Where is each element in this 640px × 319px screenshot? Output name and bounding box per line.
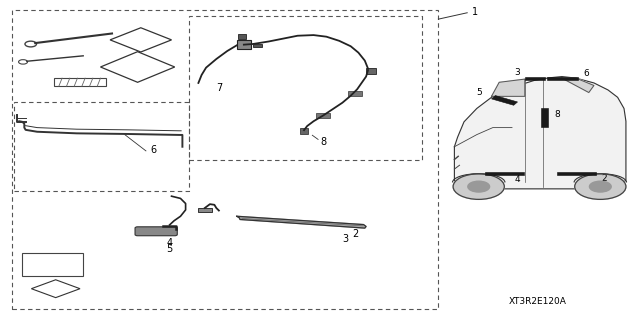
Text: XT3R2E120A: XT3R2E120A: [509, 297, 566, 306]
Text: 1: 1: [472, 7, 478, 17]
Bar: [198, 208, 212, 212]
Bar: [557, 172, 596, 175]
Text: 3: 3: [342, 234, 349, 244]
Bar: [541, 108, 548, 127]
Bar: [300, 128, 308, 134]
Text: 6: 6: [150, 145, 157, 155]
Bar: [316, 113, 330, 118]
Polygon shape: [562, 78, 594, 93]
Bar: [14, 102, 189, 191]
Polygon shape: [492, 79, 525, 96]
Text: 8: 8: [554, 110, 559, 119]
Bar: [366, 68, 376, 74]
Bar: [22, 253, 83, 276]
Text: 8: 8: [320, 137, 326, 147]
Bar: [485, 172, 524, 175]
Text: 2: 2: [352, 228, 358, 239]
Bar: [54, 78, 106, 86]
Bar: [189, 16, 422, 160]
Bar: [12, 10, 438, 309]
Text: 5: 5: [476, 88, 481, 97]
Bar: [238, 34, 246, 39]
Bar: [525, 77, 545, 80]
Polygon shape: [237, 216, 366, 228]
Text: 6: 6: [584, 69, 589, 78]
Bar: [547, 77, 578, 80]
FancyBboxPatch shape: [135, 227, 177, 236]
Text: 2: 2: [602, 174, 607, 183]
Circle shape: [589, 181, 611, 192]
Bar: [237, 40, 251, 49]
Circle shape: [468, 181, 490, 192]
Text: 4: 4: [515, 175, 520, 184]
Text: 3: 3: [515, 68, 520, 77]
Circle shape: [453, 174, 504, 199]
Bar: [492, 96, 518, 105]
Circle shape: [575, 174, 626, 199]
Bar: [253, 44, 262, 47]
Text: 5: 5: [166, 244, 173, 254]
Text: 7: 7: [216, 83, 222, 93]
Text: 4: 4: [166, 238, 173, 248]
Bar: [348, 91, 362, 96]
Polygon shape: [454, 77, 626, 189]
